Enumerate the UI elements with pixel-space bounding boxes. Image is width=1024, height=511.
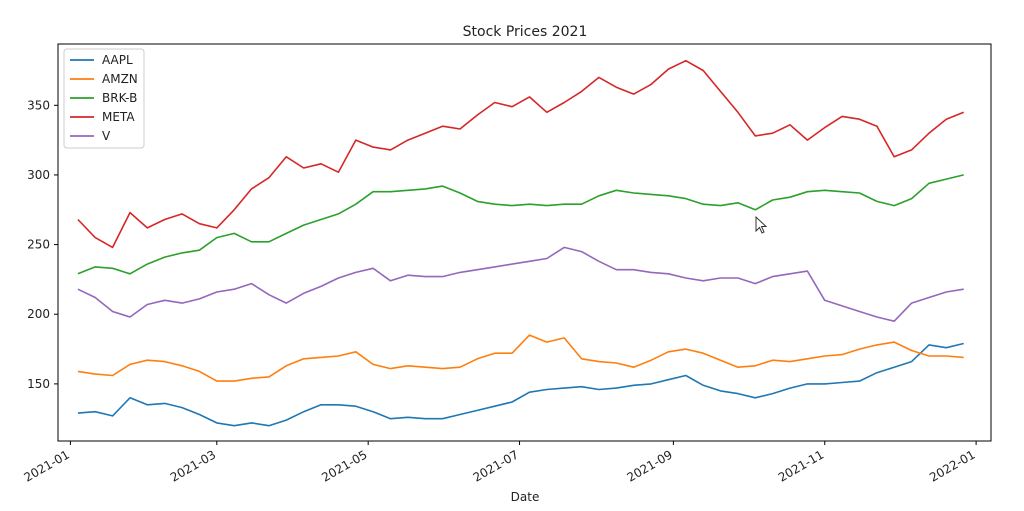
y-tick-label: 300 bbox=[27, 168, 50, 182]
y-tick-label: 150 bbox=[27, 377, 50, 391]
legend: AAPL AMZN BRK-B META V bbox=[63, 48, 145, 149]
chart-title: Stock Prices 2021 bbox=[463, 24, 588, 40]
x-tick-label: 2021-03 bbox=[168, 447, 218, 484]
mouse-cursor-icon bbox=[755, 215, 768, 234]
x-tick-label: 2021-07 bbox=[471, 447, 521, 484]
series-line-aapl bbox=[77, 342, 964, 427]
x-tick-label: 2021-09 bbox=[624, 447, 674, 484]
series-layer bbox=[77, 59, 964, 427]
y-tick-label: 200 bbox=[27, 307, 50, 321]
y-axis: 150 200 250 300 350 bbox=[27, 98, 58, 391]
legend-label-brk-b: BRK-B bbox=[102, 91, 137, 105]
x-axis: 2021-01 2021-03 2021-05 2021-07 2021-09 2021-… bbox=[21, 441, 978, 485]
legend-label-meta: META bbox=[102, 110, 135, 124]
plot-frame bbox=[57, 43, 992, 442]
x-tick-label: 2021-01 bbox=[21, 447, 71, 484]
legend-label-aapl: AAPL bbox=[102, 53, 133, 67]
legend-label-amzn: AMZN bbox=[102, 72, 138, 86]
x-axis-title: Date bbox=[511, 490, 540, 504]
series-line-brk-b bbox=[77, 174, 964, 275]
x-tick-label: 2022-01 bbox=[927, 447, 977, 484]
x-tick-label: 2021-05 bbox=[319, 447, 369, 484]
y-tick-label: 250 bbox=[27, 238, 50, 252]
legend-label-v: V bbox=[102, 129, 111, 143]
legend-box bbox=[63, 48, 145, 149]
series-line-amzn bbox=[77, 334, 964, 382]
y-tick-label: 350 bbox=[27, 98, 50, 112]
x-tick-label: 2021-11 bbox=[776, 447, 826, 484]
series-line-meta bbox=[77, 59, 964, 249]
series-line-v bbox=[77, 246, 964, 322]
